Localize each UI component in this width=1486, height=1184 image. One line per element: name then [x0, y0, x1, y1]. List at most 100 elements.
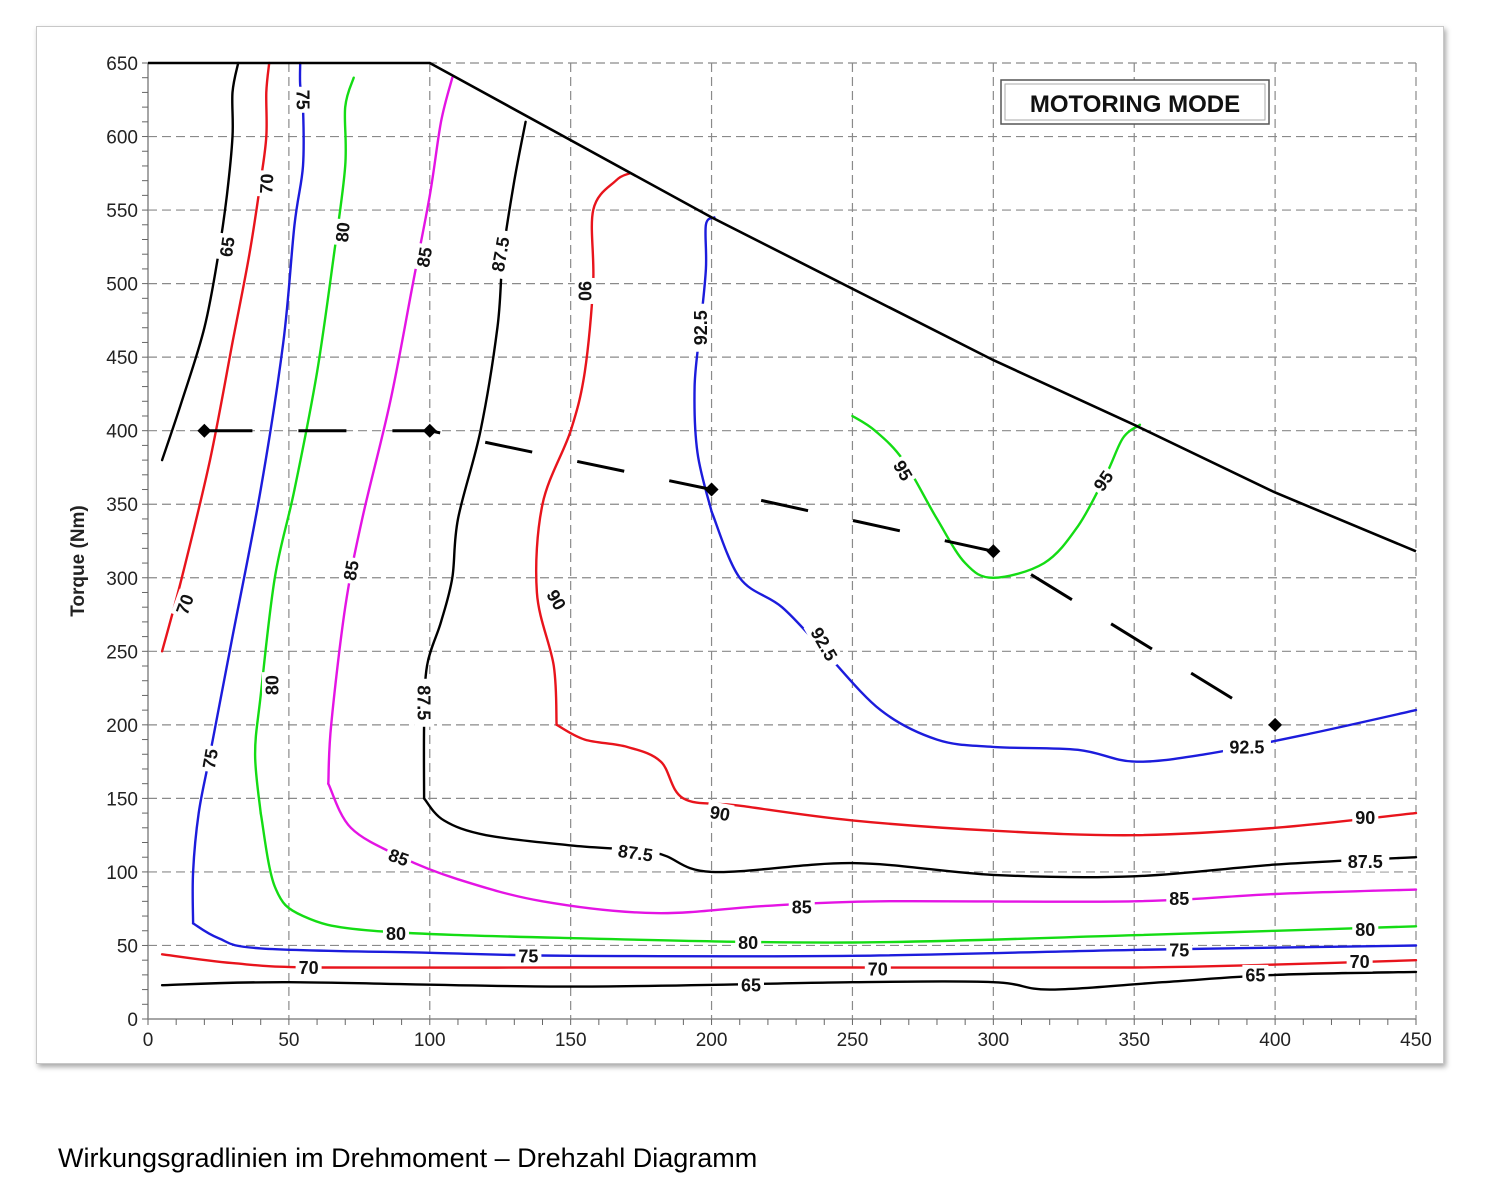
- contour-label-85: 85: [413, 246, 436, 269]
- contour-label-bg: [690, 303, 711, 352]
- contour-label-65: 65: [741, 976, 761, 996]
- contour-label-bg: [383, 843, 415, 872]
- x-tick-label: 250: [837, 1030, 869, 1051]
- contour-label-bg: [1087, 464, 1119, 498]
- contour-label-87-5: 87.5: [488, 235, 514, 273]
- contour-label-bg: [414, 678, 435, 727]
- y-tick-label: 100: [106, 863, 138, 884]
- contour-line-85: [327, 76, 454, 785]
- contour-label-65: 65: [216, 236, 239, 259]
- contour-label-75: 75: [518, 946, 538, 966]
- figure-caption: Wirkungsgradlinien im Drehmoment – Drehz…: [58, 1143, 758, 1173]
- x-tick-label: 50: [278, 1030, 299, 1051]
- operating-point-marker: [986, 544, 1001, 559]
- contour-label-80: 80: [262, 675, 282, 695]
- contour-line-87-5: [422, 797, 1418, 879]
- contour-label-bg: [610, 839, 661, 867]
- contour-label-70: 70: [299, 958, 319, 978]
- contour-label-90: 90: [708, 802, 731, 825]
- contour-label-bg: [382, 923, 409, 944]
- contour-label-bg: [735, 932, 762, 953]
- y-tick-label: 50: [117, 936, 138, 957]
- contour-label-95: 95: [889, 457, 916, 484]
- contour-label-92-5: 92.5: [1229, 737, 1264, 757]
- contour-label-bg: [1352, 807, 1379, 828]
- contour-label-bg: [338, 555, 363, 585]
- figure-frame: [36, 26, 1444, 1064]
- x-tick-label: 400: [1259, 1030, 1291, 1051]
- contour-label-75: 75: [292, 90, 312, 110]
- x-tick-label: 300: [977, 1030, 1009, 1051]
- contour-label-80: 80: [386, 924, 406, 944]
- contour-label-bg: [170, 588, 199, 620]
- y-tick-label: 450: [106, 348, 138, 369]
- contour-label-bg: [412, 242, 437, 272]
- x-tick-label: 350: [1118, 1030, 1150, 1051]
- contour-label-bg: [788, 897, 815, 918]
- mode-label-box-inner: [1004, 83, 1266, 121]
- operating-point-marker: [704, 482, 719, 497]
- contour-label-87-5: 87.5: [1348, 852, 1383, 872]
- contour-label-bg: [738, 975, 765, 996]
- contour-label-70: 70: [1350, 952, 1370, 972]
- contour-label-bg: [486, 228, 515, 280]
- y-tick-label: 550: [106, 201, 138, 222]
- contour-label-bg: [1352, 919, 1379, 940]
- y-tick-label: 200: [106, 716, 138, 737]
- operating-point-marker: [1268, 717, 1283, 732]
- contour-label-bg: [295, 957, 322, 978]
- contour-label-70: 70: [868, 959, 888, 979]
- max-torque-envelope: [148, 61, 1417, 553]
- contour-line-85: [327, 782, 1418, 915]
- contour-label-bg: [515, 945, 542, 966]
- contour-line-65: [160, 61, 240, 462]
- contour-label-92-5: 92.5: [691, 310, 711, 345]
- x-tick-label: 100: [414, 1030, 446, 1051]
- contour-label-bg: [331, 218, 354, 246]
- operating-point-marker: [197, 423, 212, 438]
- contour-label-75: 75: [199, 747, 222, 770]
- contour-line-80: [259, 811, 1418, 944]
- y-tick-label: 400: [106, 422, 138, 443]
- contour-label-bg: [1166, 939, 1193, 960]
- contour-label-87-5: 87.5: [617, 841, 654, 866]
- contour-label-75: 75: [1169, 940, 1189, 960]
- x-tick-label: 450: [1400, 1030, 1432, 1051]
- contour-label-90: 90: [1355, 808, 1375, 828]
- contour-line-90: [555, 723, 1418, 837]
- contour-label-bg: [1222, 736, 1271, 757]
- y-tick-label: 250: [106, 642, 138, 663]
- contour-label-70: 70: [256, 173, 277, 194]
- contour-line-70: [160, 61, 271, 653]
- contour-label-95: 95: [1090, 467, 1118, 495]
- contour-line-90: [535, 172, 631, 726]
- contour-label-90: 90: [542, 586, 569, 613]
- y-tick-label: 500: [106, 275, 138, 296]
- contour-label-80: 80: [738, 933, 758, 953]
- contour-label-85: 85: [1169, 889, 1189, 909]
- y-tick-label: 300: [106, 569, 138, 590]
- y-tick-label: 350: [106, 495, 138, 516]
- contour-label-bg: [1346, 951, 1373, 972]
- contour-label-bg: [1242, 964, 1269, 985]
- contour-label-bg: [215, 232, 239, 262]
- contour-line-75: [191, 61, 305, 925]
- contour-label-bg: [1166, 888, 1193, 909]
- contour-label-bg: [255, 170, 278, 198]
- contour-label-80: 80: [332, 221, 354, 243]
- contour-label-bg: [888, 454, 919, 487]
- x-tick-label: 150: [555, 1030, 587, 1051]
- contour-line-80: [253, 76, 355, 815]
- y-axis-title: Torque (Nm): [68, 505, 89, 617]
- contour-line-95: [851, 414, 1142, 579]
- contour-line-75: [191, 922, 1418, 958]
- contour-label-bg: [574, 277, 595, 304]
- x-tick-label: 200: [696, 1030, 728, 1051]
- contour-label-bg: [803, 618, 845, 670]
- contour-label-bg: [541, 583, 572, 617]
- contour-label-bg: [705, 800, 735, 826]
- x-tick-label: 0: [143, 1030, 154, 1051]
- y-tick-label: 650: [106, 54, 138, 75]
- contour-label-bg: [197, 744, 223, 774]
